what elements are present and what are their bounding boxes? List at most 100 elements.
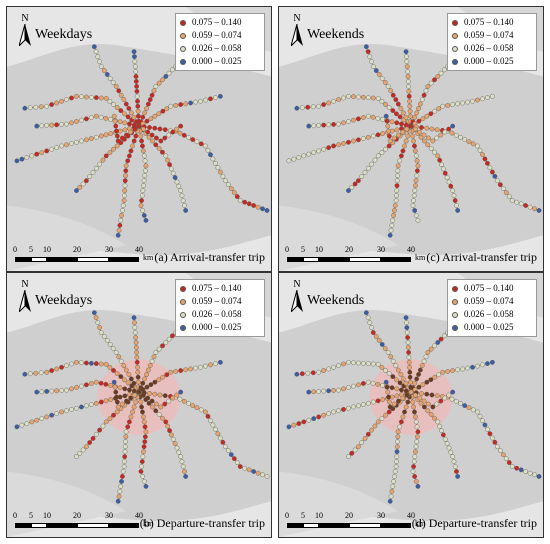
station-marker — [346, 139, 351, 145]
scale-segment — [349, 523, 381, 528]
station-marker — [341, 141, 346, 146]
station-marker — [164, 372, 170, 378]
station-marker — [356, 137, 361, 143]
station-marker — [231, 456, 237, 461]
station-marker — [54, 388, 60, 394]
station-marker — [428, 412, 434, 417]
station-marker — [405, 133, 411, 139]
station-marker — [397, 380, 403, 386]
station-marker — [213, 361, 218, 366]
station-marker — [180, 464, 186, 469]
station-marker — [360, 402, 366, 407]
station-marker — [466, 139, 472, 145]
station-marker — [403, 315, 409, 321]
station-marker — [442, 170, 448, 176]
station-marker — [103, 153, 109, 159]
station-marker — [152, 391, 158, 397]
station-marker — [465, 365, 470, 371]
station-marker — [395, 439, 400, 445]
station-marker — [131, 114, 137, 120]
station-marker — [158, 138, 164, 144]
scale-segment — [15, 257, 31, 262]
station-marker — [432, 343, 437, 349]
scale-tick-label: 20 — [73, 511, 81, 520]
scale-tick-label: 10 — [43, 511, 51, 520]
station-marker — [107, 365, 113, 370]
station-marker — [123, 439, 128, 445]
station-marker — [119, 479, 124, 484]
station-marker — [84, 382, 89, 388]
station-marker — [365, 165, 371, 171]
station-marker — [117, 488, 123, 494]
station-marker — [455, 367, 461, 373]
station-marker — [131, 388, 137, 394]
station-marker — [379, 99, 385, 104]
station-marker — [64, 97, 69, 102]
station-marker — [225, 448, 231, 454]
legend-dot — [180, 311, 186, 318]
scale-bar: 0 5 10 20 30 40 km — [13, 245, 173, 267]
station-marker — [150, 138, 155, 144]
station-marker — [34, 417, 40, 423]
station-marker — [44, 414, 50, 420]
station-marker — [331, 364, 336, 370]
land-area — [279, 471, 399, 537]
station-marker — [411, 138, 416, 144]
station-marker — [306, 417, 312, 423]
station-marker — [237, 464, 243, 469]
station-marker — [168, 103, 174, 109]
station-marker — [386, 128, 391, 134]
metro-map — [279, 273, 543, 537]
station-marker — [79, 360, 84, 366]
station-marker — [108, 117, 113, 122]
station-marker — [403, 380, 409, 386]
station-marker — [425, 84, 431, 89]
station-marker — [166, 132, 172, 138]
station-marker — [349, 184, 355, 190]
station-marker — [291, 156, 297, 162]
station-marker — [218, 435, 223, 441]
station-marker — [144, 372, 149, 377]
station-marker — [398, 419, 404, 425]
station-marker — [88, 360, 94, 366]
station-marker — [140, 114, 146, 120]
station-marker — [405, 399, 411, 405]
station-marker — [24, 155, 30, 160]
scale-segment — [77, 523, 109, 528]
station-marker — [395, 429, 401, 435]
station-marker — [341, 120, 346, 126]
station-marker — [22, 371, 28, 377]
station-marker — [166, 336, 172, 342]
station-marker — [140, 474, 146, 479]
station-marker — [414, 439, 420, 445]
station-marker — [437, 157, 443, 163]
station-marker — [423, 354, 429, 360]
station-marker — [97, 325, 102, 330]
station-marker — [393, 464, 399, 469]
station-marker — [365, 431, 371, 437]
station-marker — [436, 372, 442, 378]
station-marker — [454, 469, 459, 474]
legend-label: 0.000 – 0.025 — [464, 322, 514, 332]
scale-segment — [287, 257, 303, 262]
station-marker — [64, 387, 69, 393]
station-marker — [420, 382, 426, 388]
station-marker — [372, 157, 378, 163]
station-marker — [426, 401, 431, 407]
station-marker — [84, 403, 89, 409]
station-marker — [490, 93, 495, 99]
north-arrow-icon — [291, 290, 303, 312]
station-marker — [260, 472, 265, 478]
station-marker — [160, 415, 165, 421]
station-marker — [412, 414, 418, 420]
station-marker — [59, 98, 64, 104]
station-marker — [122, 459, 127, 464]
station-marker — [126, 419, 132, 425]
station-marker — [98, 330, 104, 335]
station-marker — [485, 361, 490, 366]
station-marker — [394, 111, 399, 117]
station-marker — [149, 132, 155, 138]
station-marker — [128, 110, 134, 116]
station-marker — [346, 454, 351, 459]
station-marker — [412, 126, 418, 132]
